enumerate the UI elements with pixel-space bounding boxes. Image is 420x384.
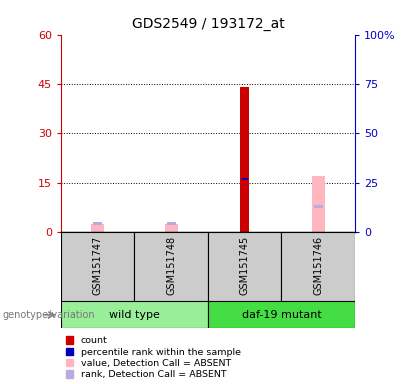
Title: GDS2549 / 193172_at: GDS2549 / 193172_at <box>131 17 284 31</box>
Bar <box>165 224 178 232</box>
Legend: count, percentile rank within the sample, value, Detection Call = ABSENT, rank, : count, percentile rank within the sample… <box>66 336 241 379</box>
Text: GSM151748: GSM151748 <box>166 236 176 295</box>
Bar <box>240 87 249 232</box>
Bar <box>208 232 281 301</box>
Text: wild type: wild type <box>109 310 160 320</box>
Bar <box>61 232 134 301</box>
Text: genotype/variation: genotype/variation <box>2 310 95 320</box>
Text: GSM151745: GSM151745 <box>240 236 249 295</box>
Bar <box>241 178 248 180</box>
Bar <box>61 301 208 328</box>
Bar <box>167 222 176 225</box>
Bar <box>314 205 323 208</box>
Bar <box>93 222 102 225</box>
Bar <box>208 301 355 328</box>
Text: GSM151746: GSM151746 <box>313 236 323 295</box>
Text: GSM151747: GSM151747 <box>93 236 102 295</box>
Text: daf-19 mutant: daf-19 mutant <box>241 310 321 320</box>
Bar <box>91 224 104 232</box>
Bar <box>312 176 325 232</box>
Bar <box>281 232 355 301</box>
Bar <box>134 232 208 301</box>
